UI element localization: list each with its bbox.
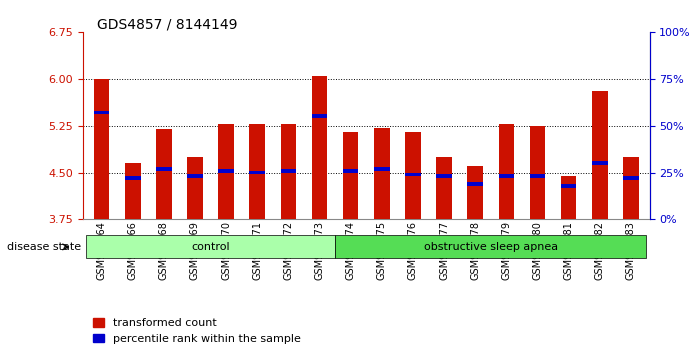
Bar <box>281 124 296 219</box>
Bar <box>530 175 545 178</box>
Bar <box>405 132 421 219</box>
Bar <box>343 169 359 173</box>
Bar <box>281 169 296 173</box>
Bar <box>187 157 202 219</box>
Bar <box>561 176 576 219</box>
Bar <box>156 167 171 171</box>
Bar <box>343 132 359 219</box>
Bar <box>498 175 514 178</box>
Bar <box>125 163 140 219</box>
Bar <box>623 176 638 180</box>
Bar <box>623 157 638 219</box>
Bar <box>312 114 328 118</box>
Bar <box>94 111 109 114</box>
Bar <box>592 91 607 219</box>
Bar <box>187 175 202 178</box>
Bar <box>374 167 390 171</box>
Bar <box>249 171 265 175</box>
Bar <box>498 124 514 219</box>
Bar <box>530 126 545 219</box>
Bar <box>218 169 234 173</box>
Bar <box>218 124 234 219</box>
Text: GDS4857 / 8144149: GDS4857 / 8144149 <box>97 18 237 32</box>
Bar <box>467 182 483 186</box>
Bar <box>405 173 421 176</box>
Bar <box>561 184 576 188</box>
Bar <box>156 129 171 219</box>
Bar <box>125 176 140 180</box>
Bar <box>312 76 328 219</box>
Bar <box>467 166 483 219</box>
Text: obstructive sleep apnea: obstructive sleep apnea <box>424 242 558 252</box>
Text: disease state: disease state <box>7 242 81 252</box>
Bar <box>436 175 452 178</box>
Bar <box>94 79 109 219</box>
Bar <box>249 124 265 219</box>
Bar <box>374 127 390 219</box>
Text: control: control <box>191 242 230 252</box>
Legend: transformed count, percentile rank within the sample: transformed count, percentile rank withi… <box>88 314 305 348</box>
Bar <box>436 157 452 219</box>
Bar <box>592 161 607 165</box>
